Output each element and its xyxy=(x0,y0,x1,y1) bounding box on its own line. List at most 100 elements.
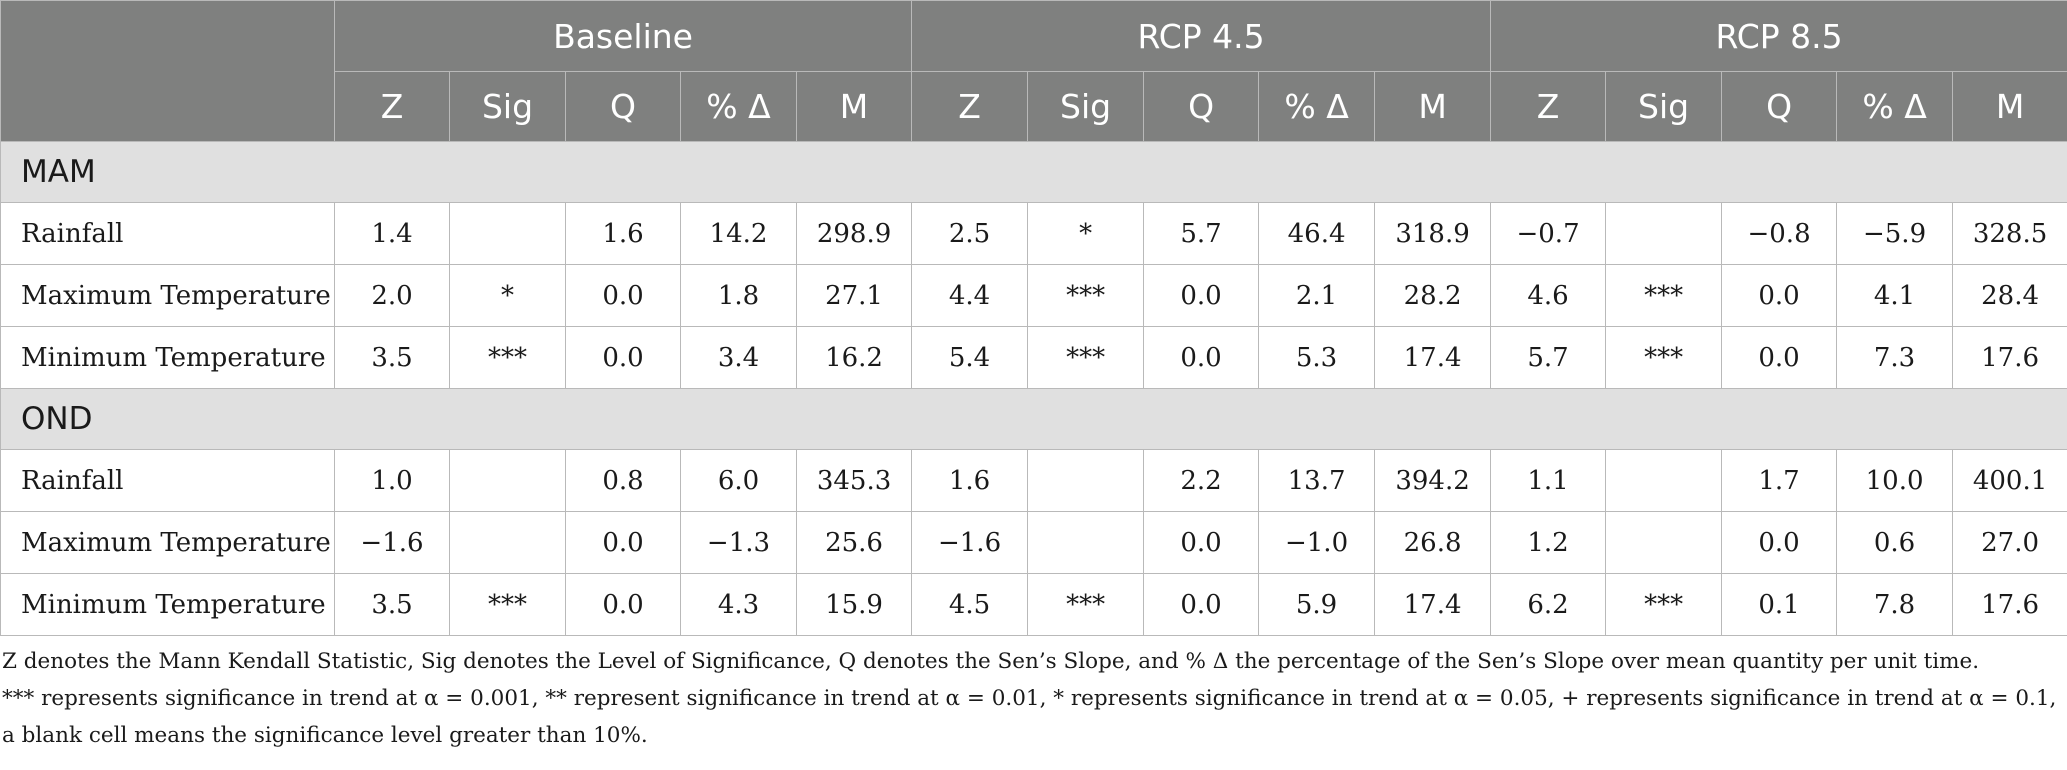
table-cell: 0.0 xyxy=(1143,573,1260,636)
table-row: Maximum Temperature −1.6 0.0 −1.3 25.6 −1.6 0.… xyxy=(0,511,2067,574)
table-cell: −5.9 xyxy=(1836,202,1954,265)
table-cell: 46.4 xyxy=(1258,202,1376,265)
table-cell: 5.3 xyxy=(1258,326,1376,389)
table-cell: *** xyxy=(1027,326,1145,389)
table-cell: 0.0 xyxy=(565,326,681,389)
column-header: Q xyxy=(1143,71,1260,142)
table-cell: −0.8 xyxy=(1721,202,1838,265)
table-cell: 17.4 xyxy=(1374,326,1492,389)
trend-table: Baseline RCP 4.5 RCP 8.5 Z Sig Q % Δ M Z… xyxy=(0,0,2067,636)
table-cell: 394.2 xyxy=(1374,449,1492,512)
group-header: RCP 4.5 xyxy=(911,0,1492,72)
table-cell: *** xyxy=(1605,326,1723,389)
table-cell xyxy=(1605,449,1723,512)
table-cell xyxy=(449,202,566,265)
table-cell: 318.9 xyxy=(1374,202,1492,265)
table-cell: 5.4 xyxy=(911,326,1029,389)
table-cell: 400.1 xyxy=(1952,449,2067,512)
row-label: Minimum Temperature xyxy=(0,573,335,636)
corner-cell xyxy=(0,0,335,142)
table-cell: 0.0 xyxy=(565,264,681,327)
row-label: Maximum Temperature xyxy=(0,264,335,327)
table-cell: 1.1 xyxy=(1490,449,1607,512)
table-cell: 0.0 xyxy=(565,573,681,636)
table-cell: 7.8 xyxy=(1836,573,1954,636)
section-row: OND xyxy=(0,388,2067,450)
table-cell: 25.6 xyxy=(795,511,913,574)
table-cell: 0.1 xyxy=(1721,573,1838,636)
column-header: % Δ xyxy=(1258,71,1376,142)
table-cell: 1.6 xyxy=(911,449,1029,512)
table-cell: 0.0 xyxy=(1143,326,1260,389)
table-cell: 5.7 xyxy=(1143,202,1260,265)
table-cell: 4.6 xyxy=(1490,264,1607,327)
table-cell: 0.0 xyxy=(1721,511,1838,574)
column-header: Sig xyxy=(1605,71,1723,142)
table-cell: 4.5 xyxy=(911,573,1029,636)
table-cell: 14.2 xyxy=(680,202,797,265)
table-cell: *** xyxy=(1605,264,1723,327)
table-cell: 3.4 xyxy=(680,326,797,389)
table-cell: 13.7 xyxy=(1258,449,1376,512)
table-cell: 345.3 xyxy=(795,449,913,512)
column-header: Sig xyxy=(449,71,566,142)
table-cell: 3.5 xyxy=(334,573,450,636)
table-cell: 28.4 xyxy=(1952,264,2067,327)
table-row: Maximum Temperature 2.0 * 0.0 1.8 27.1 4.4 *** 0… xyxy=(0,264,2067,327)
table-cell: * xyxy=(449,264,566,327)
table-cell: 1.4 xyxy=(334,202,450,265)
table-cell: 0.0 xyxy=(1143,264,1260,327)
column-header: Q xyxy=(565,71,681,142)
group-header: RCP 8.5 xyxy=(1490,0,2067,72)
table-cell: *** xyxy=(449,326,566,389)
table-cell: 5.9 xyxy=(1258,573,1376,636)
column-header-row: Z Sig Q % Δ M Z Sig Q % Δ M Z Sig Q % Δ … xyxy=(1,71,2067,142)
table-cell: 4.1 xyxy=(1836,264,1954,327)
table-cell: −0.7 xyxy=(1490,202,1607,265)
table-cell xyxy=(1605,202,1723,265)
table-cell: 0.0 xyxy=(1143,511,1260,574)
table-cell: *** xyxy=(449,573,566,636)
table-cell: 2.5 xyxy=(911,202,1029,265)
table-cell: 6.0 xyxy=(680,449,797,512)
table-cell: 1.6 xyxy=(565,202,681,265)
column-header: Sig xyxy=(1027,71,1145,142)
table-cell: *** xyxy=(1027,264,1145,327)
table-row: Rainfall 1.4 1.6 14.2 298.9 2.5 * 5.7 46.4 318.9−… xyxy=(0,202,2067,265)
table-cell: −1.0 xyxy=(1258,511,1376,574)
table-header: Baseline RCP 4.5 RCP 8.5 Z Sig Q % Δ M Z… xyxy=(0,0,2067,142)
table-cell: 0.0 xyxy=(1721,326,1838,389)
table-body: MAM Rainfall 1.4 1.6 14.2 298.9 2.5 * 5.7 46.4 318… xyxy=(0,141,2067,636)
table-cell: 4.4 xyxy=(911,264,1029,327)
table-cell: 0.8 xyxy=(565,449,681,512)
row-label: Minimum Temperature xyxy=(0,326,335,389)
table-cell: 1.2 xyxy=(1490,511,1607,574)
table-cell: −1.6 xyxy=(911,511,1029,574)
table-cell: 17.6 xyxy=(1952,573,2067,636)
table-cell xyxy=(449,511,566,574)
table-cell: 298.9 xyxy=(795,202,913,265)
footnote-definitions: Z denotes the Mann Kendall Statistic, Si… xyxy=(2,649,1980,674)
table-cell: 1.7 xyxy=(1721,449,1838,512)
table-cell: 3.5 xyxy=(334,326,450,389)
table-cell: 27.1 xyxy=(795,264,913,327)
section-label: MAM xyxy=(0,141,2067,203)
column-header: Z xyxy=(1490,71,1607,142)
table-cell: * xyxy=(1027,202,1145,265)
column-header: M xyxy=(1374,71,1492,142)
table-cell: 2.2 xyxy=(1143,449,1260,512)
document: Baseline RCP 4.5 RCP 8.5 Z Sig Q % Δ M Z… xyxy=(0,0,2067,748)
table-cell xyxy=(449,449,566,512)
table-cell: 0.0 xyxy=(1721,264,1838,327)
table-cell: 15.9 xyxy=(795,573,913,636)
table-cell xyxy=(1027,449,1145,512)
table-cell xyxy=(1027,511,1145,574)
table-cell: 26.8 xyxy=(1374,511,1492,574)
table-cell: 28.2 xyxy=(1374,264,1492,327)
row-label: Rainfall xyxy=(0,202,335,265)
table-cell: −1.6 xyxy=(334,511,450,574)
table-cell: 4.3 xyxy=(680,573,797,636)
table-cell: 16.2 xyxy=(795,326,913,389)
table-cell: 328.5 xyxy=(1952,202,2067,265)
row-label: Rainfall xyxy=(0,449,335,512)
